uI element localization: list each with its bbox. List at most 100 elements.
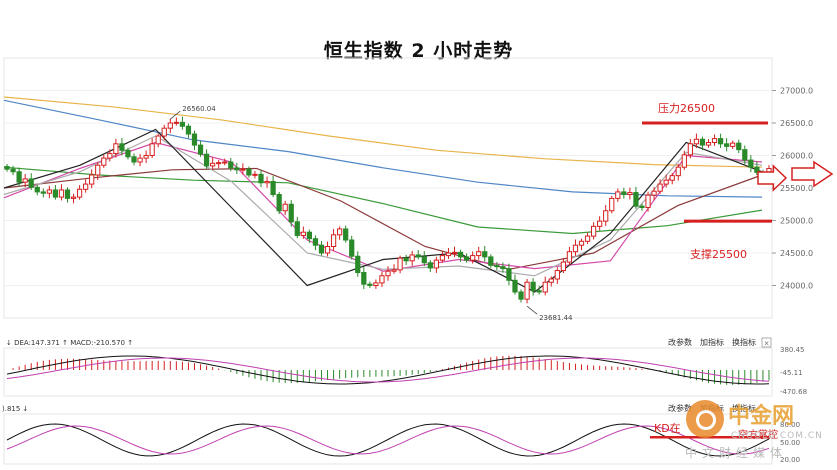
candle-body (391, 269, 397, 272)
candle-body (355, 255, 361, 273)
candle-body (645, 194, 651, 208)
macd-header: ↓ DEA:147.371 ↑ MACD:-210.570 ↑ (6, 339, 133, 347)
candle-body (433, 259, 439, 269)
candle-body (252, 173, 258, 176)
candle-body (76, 188, 83, 198)
price-annotation-pointer (170, 110, 181, 120)
candle-body (742, 149, 748, 161)
watermark-logo-icon (686, 400, 724, 438)
candle-body (730, 142, 736, 147)
candle-body (711, 138, 718, 144)
candle-body (736, 142, 742, 151)
candle-body (590, 225, 597, 237)
candle-body (578, 240, 585, 246)
kd-tick-label: 20.00 (780, 456, 800, 464)
candle-body (554, 270, 560, 280)
price-annotation-label: 23681.44 (539, 314, 573, 322)
candle-body (524, 281, 530, 300)
moving-average-line (3, 166, 763, 235)
candle-body (603, 210, 609, 222)
candle-body (101, 157, 107, 166)
candle-body (476, 251, 482, 257)
y-tick-label: 26500.0 (780, 119, 813, 128)
candle-body (294, 221, 300, 236)
kd-tick-label: 50.00 (780, 439, 800, 447)
candle-body (4, 166, 10, 170)
candle-body (699, 138, 706, 146)
candle-body (397, 257, 403, 271)
moving-average-line (3, 96, 763, 168)
candle-body (663, 179, 669, 185)
candle-body (439, 255, 446, 261)
candle-body (16, 171, 22, 183)
kd-d-line (6, 425, 770, 455)
candle-body (179, 121, 186, 127)
candle-body (210, 162, 216, 167)
macd-button-label: 加指标 (700, 337, 724, 347)
y-tick-label: 24000.0 (780, 282, 813, 291)
candle-body (276, 194, 282, 212)
candle-body (46, 189, 52, 194)
kd-note-label: KD在 (654, 422, 681, 435)
candle-body (470, 255, 476, 261)
candle-body (717, 138, 724, 145)
candle-body (197, 144, 204, 155)
candle-body (167, 122, 173, 129)
candle-body (724, 143, 730, 147)
candle-body (621, 191, 627, 195)
macd-button-label: 换指标 (732, 337, 756, 347)
support-bar (684, 219, 772, 223)
candle-body (415, 254, 421, 258)
candle-body (403, 257, 409, 262)
resistance-bar (642, 121, 768, 125)
candle-body (500, 266, 506, 270)
candle-body (173, 121, 179, 124)
candle-body (754, 166, 760, 173)
candle-body (240, 168, 246, 171)
candle-body (542, 281, 548, 293)
candle-body (95, 164, 101, 176)
candle-body (125, 149, 131, 158)
candle-body (258, 173, 264, 184)
candle-body (185, 125, 192, 135)
candle-body (113, 143, 119, 155)
candle-body (52, 189, 59, 198)
candle-body (131, 156, 137, 163)
candle-body (288, 203, 294, 223)
candle-body (609, 197, 615, 212)
support-label: 支撑25500 (690, 247, 747, 261)
candle-body (379, 275, 385, 284)
candle-body (445, 252, 452, 257)
candle-body (494, 264, 500, 268)
candle-body (506, 268, 512, 281)
candle-body (107, 153, 113, 159)
candle-body (300, 231, 306, 236)
candle-body (566, 251, 573, 263)
watermark-brand: 中金网 (728, 404, 795, 429)
y-tick-label: 25500.0 (780, 184, 813, 193)
candle-body (343, 228, 349, 241)
candle-body (421, 256, 427, 264)
moving-average-line (3, 135, 763, 277)
candle-body (633, 192, 639, 207)
candle-body (137, 157, 143, 163)
candle-body (463, 256, 470, 261)
candle-body (651, 190, 657, 196)
y-tick-label: 26000.0 (780, 152, 813, 161)
candle-body (161, 127, 167, 137)
candle-body (40, 191, 46, 194)
candle-body (349, 239, 355, 257)
macd-tick-label: 380.45 (780, 346, 805, 354)
candle-body (548, 278, 554, 283)
candle-body (482, 251, 488, 258)
candle-body (324, 246, 331, 254)
candle-body (385, 270, 391, 277)
candle-body (409, 254, 415, 262)
kd-header: ).815 ↓ (2, 405, 28, 413)
candle-body (119, 143, 125, 151)
candle-body (34, 186, 40, 193)
candle-body (318, 244, 325, 254)
candle-body (572, 244, 579, 253)
candle-body (693, 138, 700, 145)
candle-body (246, 168, 252, 176)
